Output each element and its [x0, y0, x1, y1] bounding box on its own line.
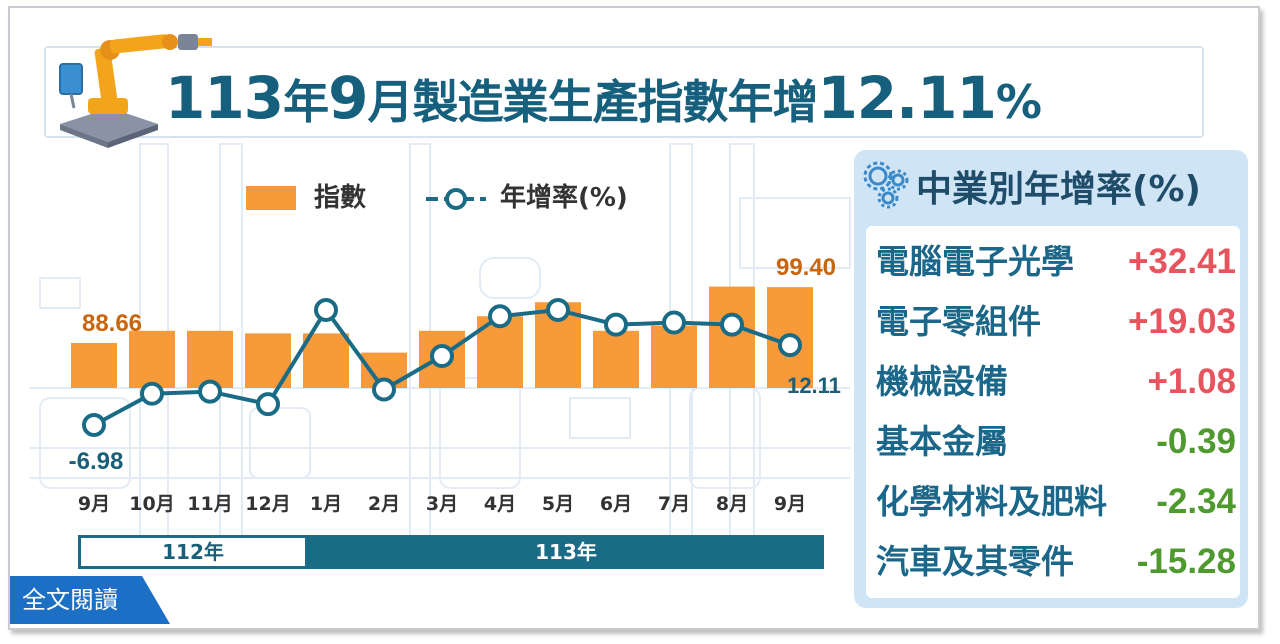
growth-rate-point: [604, 312, 628, 337]
chart-legend: 指數 年增率(%): [246, 182, 628, 213]
index-bar: [187, 330, 233, 388]
x-tick-label: 1月: [310, 493, 342, 515]
growth-rate-point: [140, 381, 164, 406]
growth-rate-point: [662, 310, 686, 335]
x-tick-label: 3月: [426, 493, 458, 515]
growth-rate-point: [256, 392, 280, 417]
industry-row: 電子零組件 +19.03: [866, 292, 1240, 352]
index-bar: [593, 330, 639, 388]
industry-value: +1.08: [1147, 362, 1236, 401]
x-tick-label: 11月: [187, 493, 232, 515]
bar-label-last: 99.40: [776, 254, 836, 281]
industry-name: 電子零組件: [876, 302, 1041, 341]
industry-row: 機械設備 +1.08: [866, 352, 1240, 412]
x-tick-label: 12月: [245, 493, 290, 515]
gears-icon: [863, 161, 909, 209]
year-113-label: 113年: [308, 535, 824, 569]
industry-name: 機械設備: [876, 362, 1008, 401]
robot-arm-icon: [59, 34, 212, 148]
line-label-first: -6.98: [69, 448, 124, 475]
growth-rate-point: [372, 377, 396, 402]
industry-row: 化學材料及肥料 -2.34: [866, 472, 1240, 532]
x-tick-label: 7月: [658, 493, 690, 515]
industry-name: 基本金屬: [876, 422, 1008, 461]
growth-rate-point: [314, 298, 338, 322]
growth-rate-point: [198, 379, 222, 404]
index-bar: [71, 342, 117, 388]
x-tick-label: 9月: [774, 493, 806, 515]
industry-value: -15.28: [1136, 542, 1236, 581]
year-112-label: 112年: [78, 535, 308, 569]
growth-rate-point: [82, 413, 106, 437]
industry-name: 汽車及其零件: [876, 542, 1074, 581]
legend-bar-label: 指數: [314, 183, 366, 213]
industry-value: -0.39: [1156, 422, 1236, 461]
industry-name: 電腦電子光學: [876, 242, 1074, 281]
production-index-chart: 指數 年增率(%) 9月 10月 11月 12月 1月 2月 3月 4月 5月 6月 7月 8月 9月 …: [69, 182, 841, 515]
infographic-frame: 113年9月製造業生產指數年增12.11% 指數 年增率(%) 9月 10月 11月…: [8, 6, 1260, 630]
index-bar: [129, 330, 175, 388]
line-label-last: 12.11: [787, 373, 841, 398]
industry-row: 電腦電子光學 +32.41: [866, 232, 1240, 292]
growth-rate-point: [546, 298, 570, 322]
x-tick-label: 6月: [600, 493, 632, 515]
panel-title: 中業別年增率(%): [916, 169, 1201, 210]
industry-value: -2.34: [1156, 482, 1236, 521]
bar-label-first: 88.66: [82, 310, 142, 337]
year-group-bar: 112年 113年: [78, 535, 824, 569]
growth-rate-point: [430, 344, 454, 369]
read-full-text-button[interactable]: 全文閱讀: [10, 576, 170, 624]
index-bar: [709, 286, 755, 388]
industry-value: +32.41: [1127, 242, 1236, 281]
legend-bar-swatch: [246, 186, 296, 210]
index-bar: [303, 333, 349, 388]
x-tick-label: 4月: [484, 493, 516, 515]
index-bar: [651, 325, 697, 388]
industry-growth-panel: 中業別年增率(%) 電腦電子光學 +32.41 電子零組件 +19.03 機械設…: [854, 150, 1248, 608]
industry-row: 汽車及其零件 -15.28: [866, 532, 1240, 592]
x-tick-label: 5月: [542, 493, 574, 515]
x-tick-label: 2月: [368, 493, 400, 515]
x-tick-label: 8月: [716, 493, 748, 515]
industry-name: 化學材料及肥料: [876, 482, 1107, 521]
page-title: 113年9月製造業生產指數年增12.11%: [165, 64, 1042, 132]
industry-row: 基本金屬 -0.39: [866, 412, 1240, 472]
x-tick-label: 10月: [129, 493, 174, 515]
legend-line-label: 年增率(%): [500, 182, 628, 213]
growth-rate-point: [720, 312, 744, 337]
growth-rate-point: [778, 333, 802, 358]
industry-value: +19.03: [1127, 302, 1236, 341]
title-box: [44, 46, 1204, 138]
legend-line-marker: [445, 188, 467, 210]
x-tick-label: 9月: [78, 493, 110, 515]
growth-rate-point: [488, 304, 512, 329]
panel-list: 電腦電子光學 +32.41 電子零組件 +19.03 機械設備 +1.08 基本…: [866, 226, 1240, 598]
